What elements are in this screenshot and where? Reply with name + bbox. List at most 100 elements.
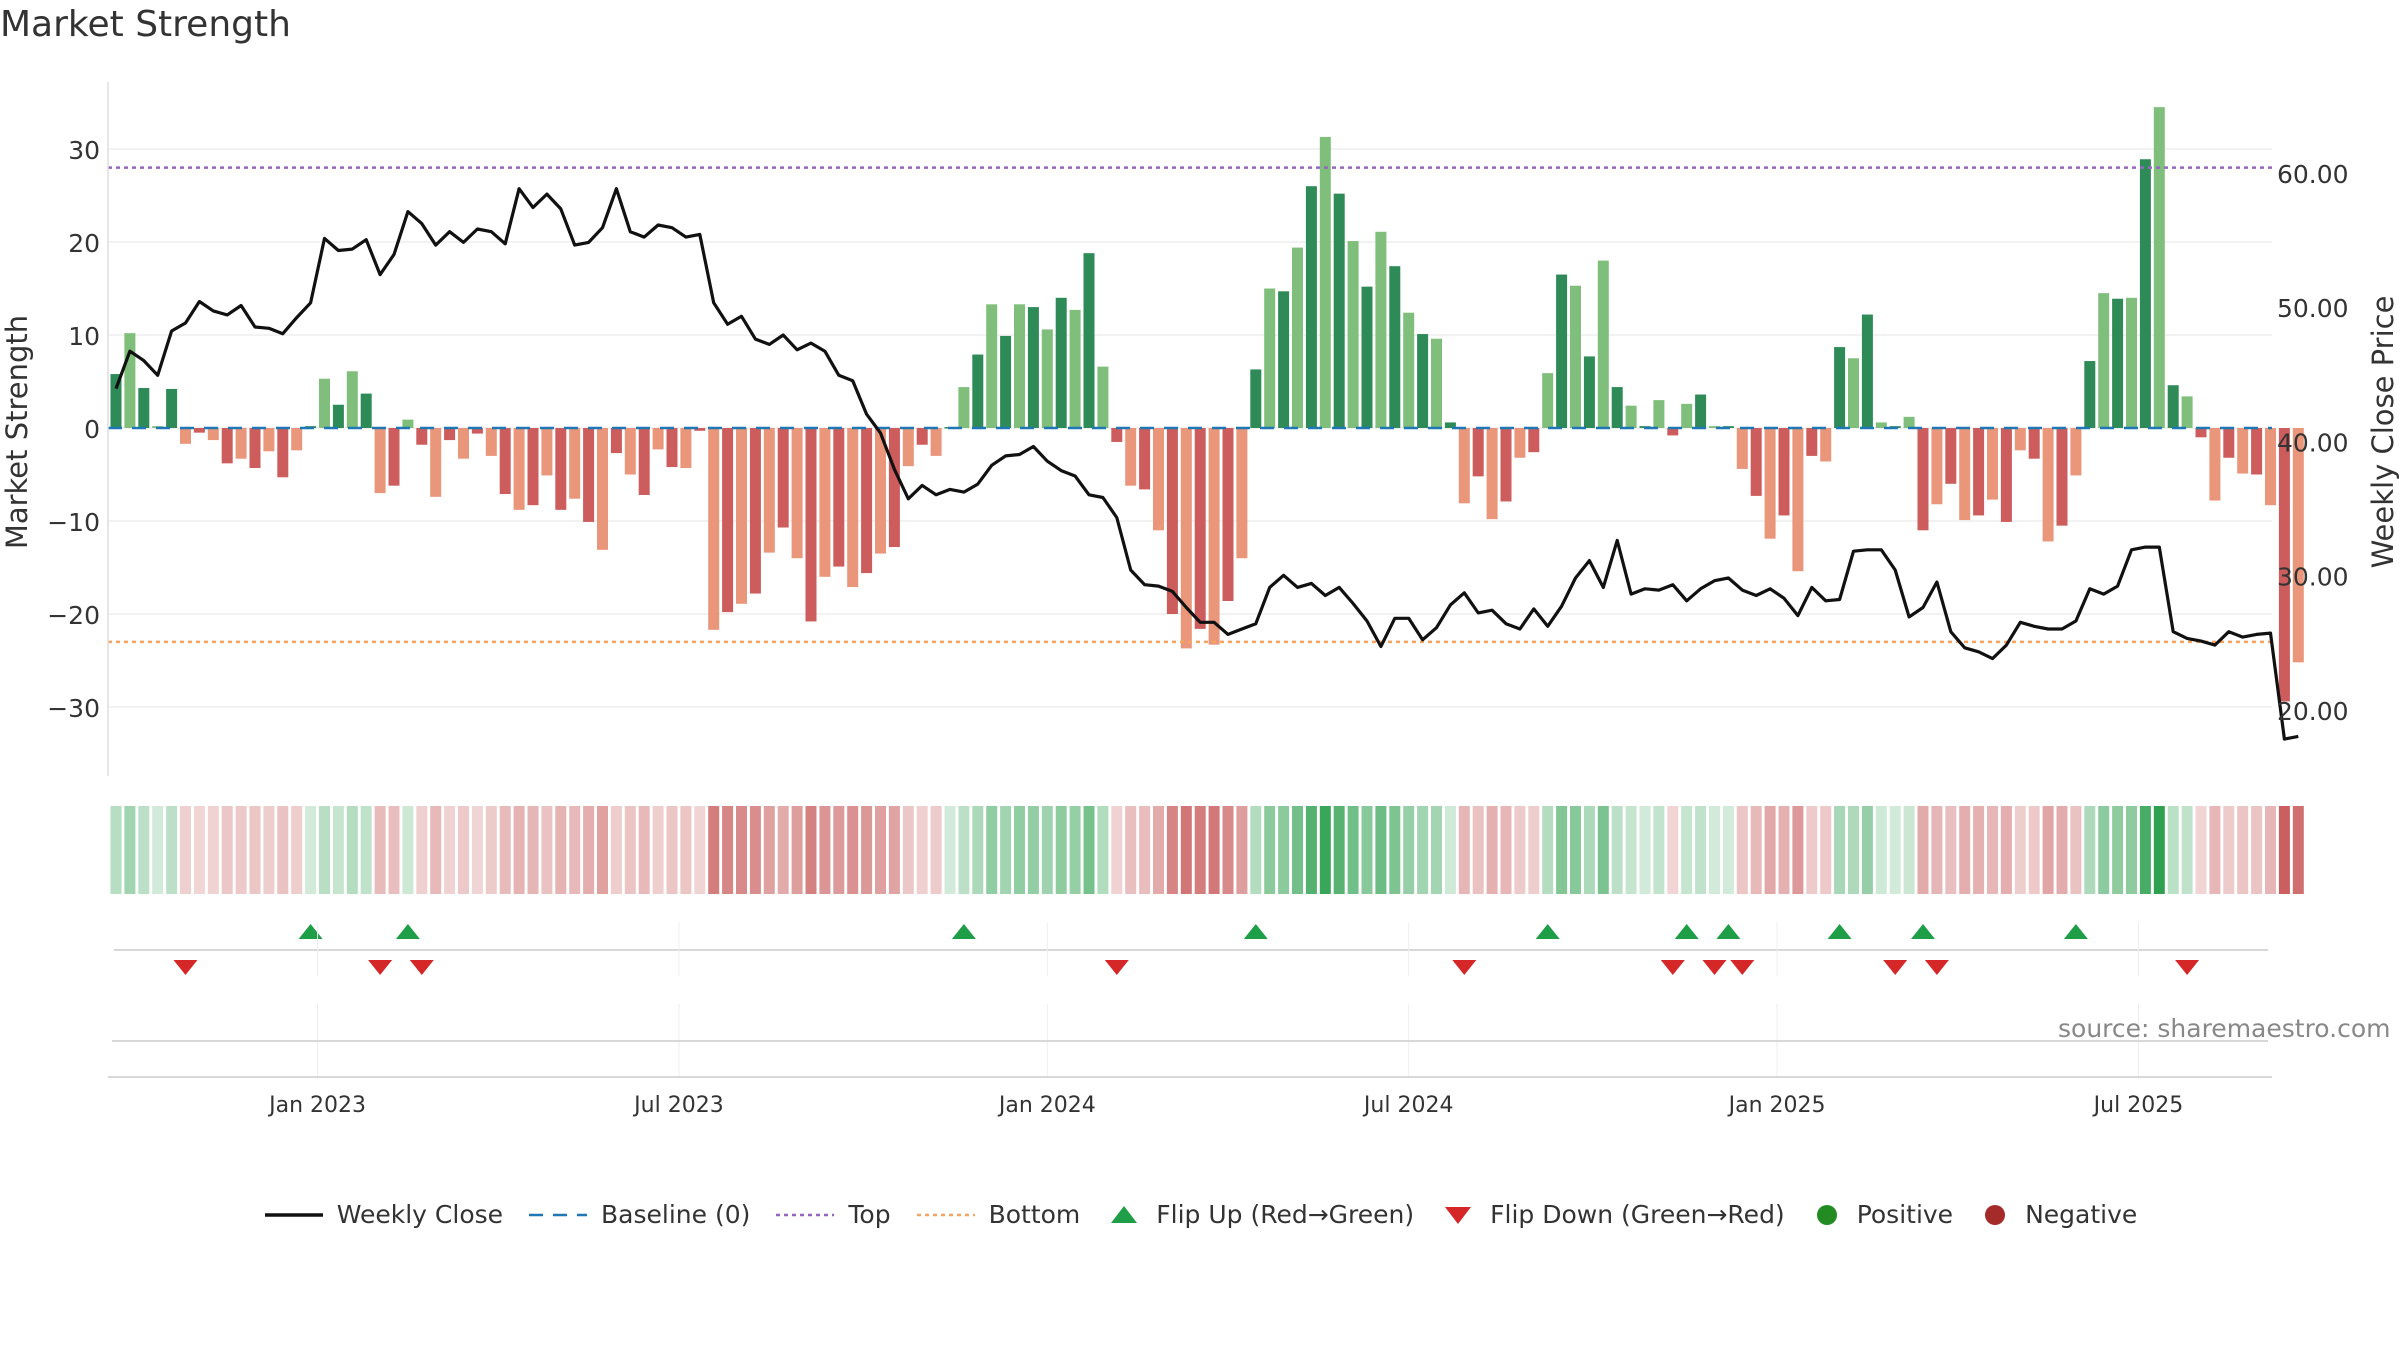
strength-bar [2084,361,2096,428]
strip-cell [888,806,900,894]
legend-weekly-close: Weekly Close [263,1200,503,1229]
strength-bar [166,388,178,428]
strip-cell [1639,806,1651,894]
legend-label: Positive [1856,1200,1954,1229]
strip-cell [360,806,372,894]
strip-cell [1583,806,1595,894]
strength-bar [1319,136,1331,428]
triangle-down-icon [1445,1206,1472,1224]
strength-bar [902,428,914,467]
strip-cell [193,806,205,894]
strip-cell [2014,806,2026,894]
strength-bar [1180,428,1192,649]
flip-up-marker [1674,924,1699,939]
strip-cell [1069,806,1081,894]
strength-bar [1389,266,1401,428]
strength-bar [610,428,622,454]
strip-cell [1806,806,1818,894]
strength-bar [2278,428,2290,702]
strength-bar [1695,394,1707,428]
legend-label: Negative [2025,1200,2138,1229]
strength-bar [2070,428,2082,476]
legend-label: Flip Up (Red→Green) [1156,1200,1415,1229]
strength-bar [1083,253,1095,428]
strip-cell [1347,806,1359,894]
strip-cell [1139,806,1151,894]
strength-bar [1987,428,1998,500]
strip-cell [916,806,928,894]
strength-bar [2209,428,2221,501]
strength-bar [986,304,998,428]
strip-cell [263,806,275,894]
strip-cell [499,806,511,894]
legend-bottom: Bottom [915,1200,1080,1229]
strength-bar [2251,428,2263,475]
strip-cell [597,806,608,894]
strip-cell [1014,806,1025,894]
strip-cell [1264,806,1276,894]
y-right-tick-label: 30.00 [2277,563,2349,592]
strip-cell [2098,806,2110,894]
legend-label: Baseline (0) [601,1200,751,1229]
strength-bar [1431,338,1442,428]
strength-bar [2014,428,2026,451]
strip-cell [1027,806,1039,894]
strip-cell [2292,806,2304,894]
strength-bar [583,428,595,522]
strength-bar [1361,286,1373,428]
strength-bar [2167,385,2179,428]
strength-bar [1625,405,1637,428]
flip-down-marker [1452,960,1477,975]
strip-cell [249,806,261,894]
strength-bar [1417,334,1429,428]
strip-cell [2153,806,2165,894]
strength-bar [1236,428,1248,559]
x-tick-label: Jul 2023 [632,1093,724,1118]
flip-down-marker [1730,960,1755,975]
flip-down-marker [1660,960,1685,975]
strength-bar [1611,387,1623,428]
y-left-tick-label: −10 [47,508,100,537]
reference-lines [108,166,2272,644]
strength-bar [332,404,344,428]
strip-cell [527,806,539,894]
strip-cell [1389,806,1401,894]
strip-cell [1667,806,1679,894]
strip-cell [110,806,122,894]
strength-bar [2139,159,2151,429]
strip-cell [471,806,483,894]
strength-bar [1556,274,1568,428]
legend-line-swatch [264,1212,323,1217]
strip-cell [680,806,692,894]
strength-bar [138,388,150,428]
strength-bar [1111,428,1123,442]
strip-cell [1903,806,1915,894]
strip-cell [2070,806,2082,894]
strength-bar [388,428,400,486]
strength-bar [1709,426,1720,428]
strip-cell [1208,806,1220,894]
strip-cell [2084,806,2096,894]
strip-cell [1764,806,1776,894]
strip-cell [2223,806,2235,894]
strength-bar [1750,428,1762,496]
strip-cell [2251,806,2263,894]
strength-bar [1570,285,1581,428]
strength-bar [1861,314,1873,428]
strip-cell [902,806,914,894]
strength-bar [277,428,289,478]
strip-cell [1000,806,1012,894]
strip-cell [541,806,553,894]
strength-bar [1264,288,1276,428]
strip-cell [2126,806,2137,894]
flip-down-marker [1883,960,1908,975]
strength-bar [638,428,650,495]
strength-bar [833,428,845,567]
strip-cell [610,806,622,894]
strip-cell [332,806,344,894]
strip-cell [1333,806,1345,894]
strip-cell [624,806,636,894]
strength-bar [791,428,803,559]
strength-bar [1375,231,1387,428]
strip-cell [777,806,789,894]
